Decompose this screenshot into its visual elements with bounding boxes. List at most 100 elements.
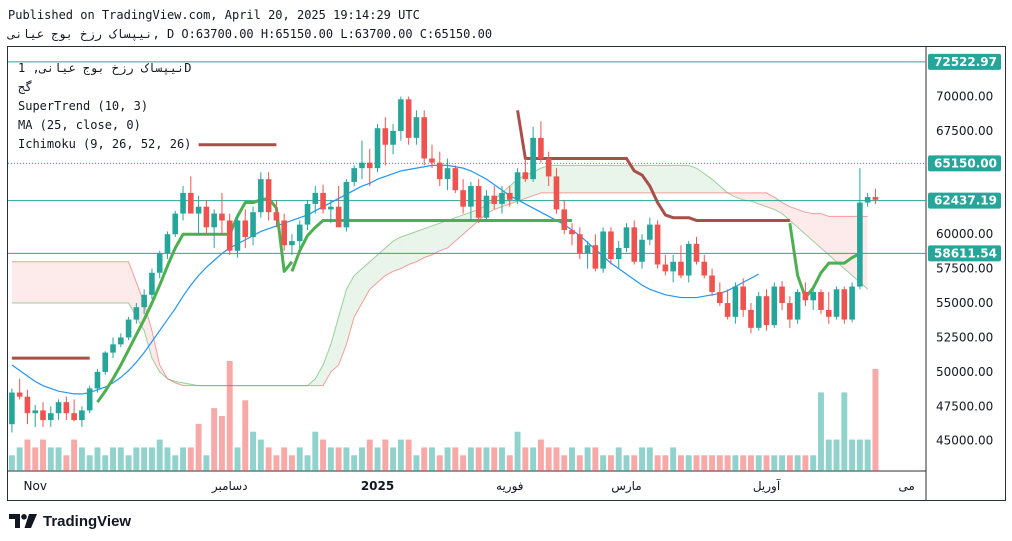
candle [678, 245, 684, 279]
volume-bar [273, 455, 280, 471]
candle [460, 179, 466, 214]
price-axis-label-text: 72522.97 [934, 55, 997, 69]
legend-supertrend[interactable]: SuperTrend (10, 3) [18, 99, 149, 113]
ichimoku-cloud-segment [393, 236, 401, 272]
ichimoku-cloud-segment [369, 254, 378, 290]
volume-bar [802, 455, 809, 471]
price-chart[interactable]: 45000.00 47500.00 50000.00 52500.00 55000.00… [8, 47, 1005, 500]
ichimoku-cloud-segment [66, 261, 75, 304]
candle-body [63, 402, 70, 414]
ichimoku-cloud-segment [805, 212, 814, 242]
volume-bar [810, 455, 817, 471]
candle-body [670, 261, 676, 272]
candle-body [226, 220, 233, 251]
candle-body [849, 286, 855, 320]
price-axis-label: 72522.97 [928, 53, 1001, 70]
price-tick-label: 52500.00 [936, 330, 993, 344]
volume-bar [125, 455, 132, 471]
candle [343, 179, 350, 232]
candle-body [172, 213, 179, 235]
candle [250, 206, 256, 246]
ichimoku-cloud-segment [431, 223, 440, 255]
volume-bar [71, 439, 78, 471]
volume-bar [257, 439, 264, 471]
volume-bar [16, 447, 23, 471]
candle-body [195, 206, 202, 214]
candle [717, 282, 723, 306]
candle [296, 220, 303, 248]
volume-bar [631, 455, 638, 471]
candle [265, 172, 272, 221]
volume-bar [522, 447, 529, 471]
ichimoku-cloud-segment [766, 192, 775, 210]
volume-bar [397, 439, 404, 471]
volume-bar [327, 447, 334, 471]
candle [382, 117, 389, 166]
candle [724, 289, 731, 320]
candle [172, 210, 179, 237]
candle [219, 192, 225, 235]
candle-body [281, 220, 287, 246]
candle [398, 96, 404, 141]
volume-bar [148, 447, 155, 471]
candle-body [530, 137, 536, 180]
candle-body [779, 286, 785, 304]
candle-body [763, 296, 770, 326]
volume-bar [576, 455, 583, 471]
ichimoku-cloud-segment [743, 192, 751, 202]
candle [273, 199, 280, 228]
ichimoku-cloud-segment [657, 165, 666, 193]
price-axis-label-text: 62437.19 [934, 194, 997, 208]
ichimoku-cloud-segment [782, 202, 790, 221]
ichimoku-cloud-segment [828, 216, 837, 262]
candle [118, 333, 124, 348]
legend-ma[interactable]: MA (25, close, 0) [18, 118, 141, 132]
candle [429, 144, 435, 169]
candle-body [787, 303, 793, 320]
volume-bar [55, 447, 62, 471]
price-tick-label: 55000.00 [936, 296, 993, 310]
volume-bar [654, 455, 661, 471]
volume-bar [724, 455, 731, 471]
price-axis-label-text: 58611.54 [934, 246, 997, 260]
ichimoku-cloud-segment [735, 192, 744, 200]
candle-body [491, 195, 498, 204]
candle [514, 168, 521, 204]
candle-body [872, 197, 879, 200]
candle [538, 121, 544, 163]
candle-body [685, 243, 692, 276]
candle-body [538, 137, 544, 159]
candle [436, 151, 443, 187]
candle [483, 190, 490, 221]
volume-bar [825, 439, 832, 471]
ichimoku-cloud-segment [439, 220, 448, 251]
candle [499, 186, 505, 214]
ichimoku-cloud-segment [400, 234, 409, 269]
ichimoku-cloud-segment [579, 165, 588, 193]
candle-body [71, 413, 77, 421]
candle-body [390, 130, 396, 145]
candle-body [40, 410, 46, 421]
volume-bar [296, 447, 303, 471]
legend-ichimoku[interactable]: Ichimoku (9, 26, 52, 26) [18, 137, 192, 151]
tradingview-logo[interactable]: TradingView [9, 511, 131, 531]
volume-bar [47, 447, 54, 471]
candle [133, 303, 140, 324]
candle [390, 124, 396, 155]
supertrend-up-line [788, 222, 861, 300]
ichimoku-span-a [11, 164, 868, 387]
volume-bar [141, 447, 148, 471]
candle [47, 406, 54, 427]
ichimoku-cloud-segment [797, 209, 806, 235]
volume-bar [452, 447, 459, 471]
candle-body [24, 396, 31, 414]
candle [771, 282, 778, 328]
price-tick-label: 60000.00 [936, 227, 993, 241]
volume-bar [872, 368, 879, 471]
chart-frame[interactable]: 45000.00 47500.00 50000.00 52500.00 55000.00… [7, 46, 1006, 501]
candle [833, 286, 840, 320]
candle-body [654, 224, 661, 265]
volume-bar [320, 439, 327, 471]
volume-bar [864, 439, 871, 471]
time-axis-label: می [898, 479, 914, 493]
